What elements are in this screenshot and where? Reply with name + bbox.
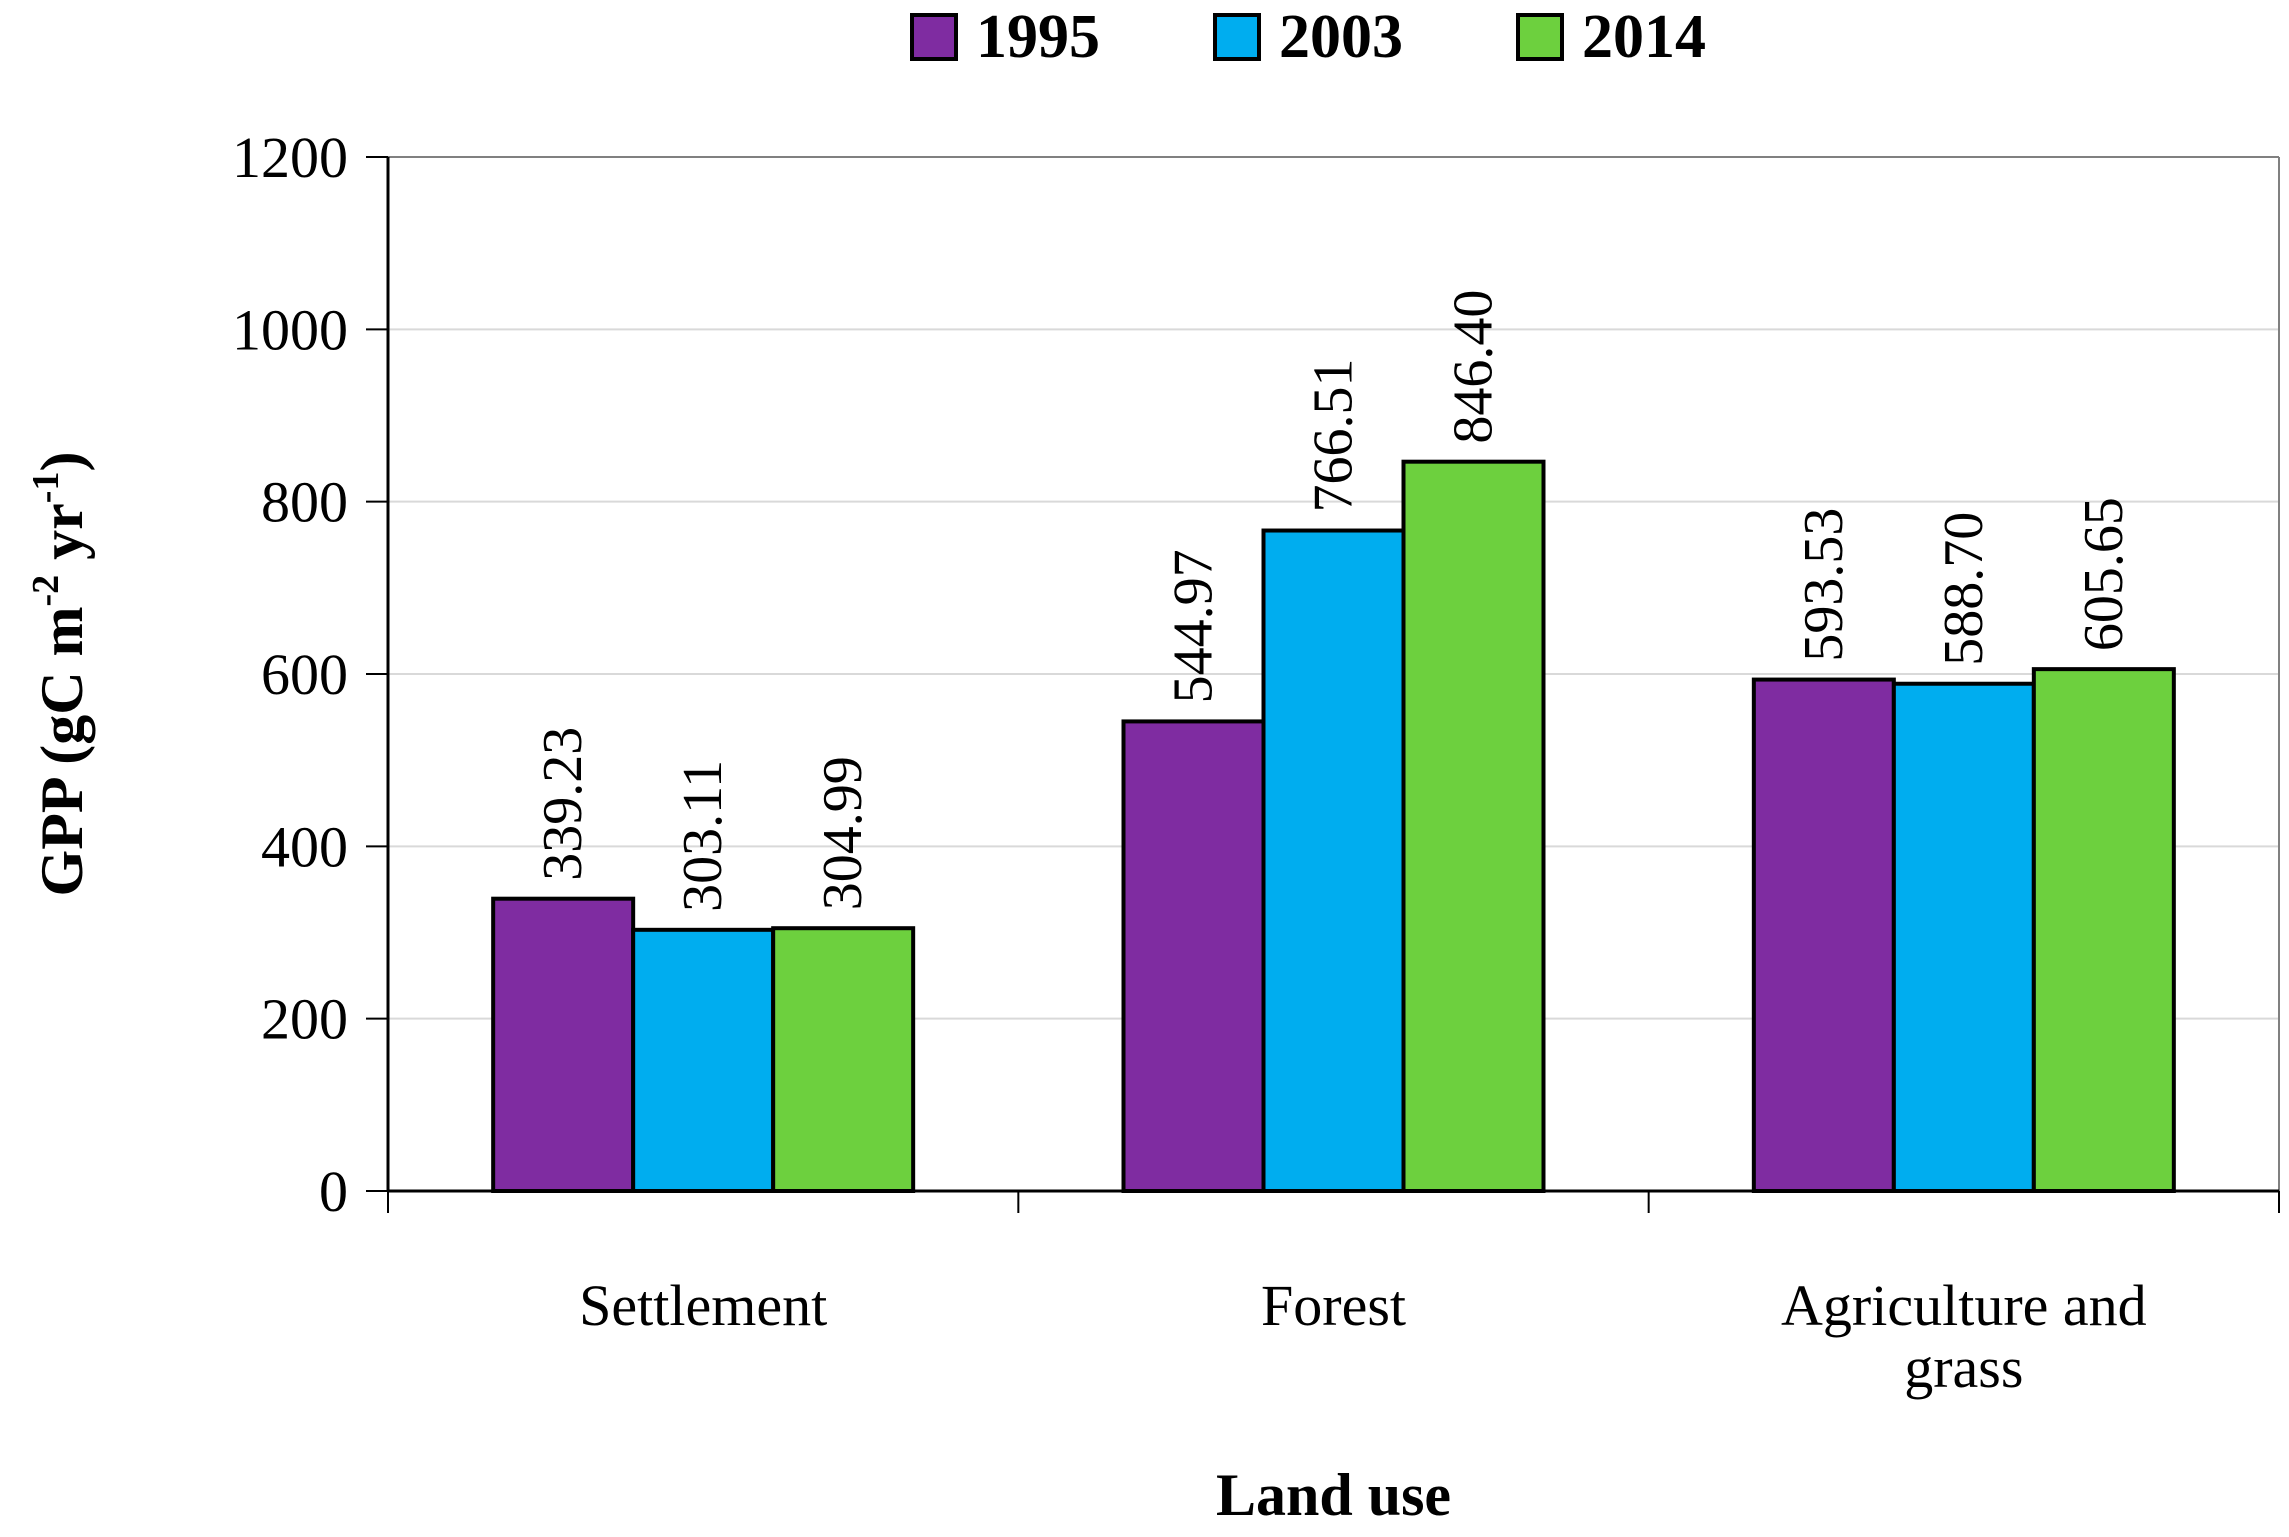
y-tick-label: 0 bbox=[319, 1159, 348, 1224]
bar bbox=[491, 896, 636, 1194]
bar bbox=[771, 926, 916, 1193]
bar bbox=[1401, 459, 1546, 1193]
y-tick-label: 600 bbox=[261, 642, 348, 707]
x-tick-label: grass bbox=[1904, 1335, 2023, 1400]
y-tick-label: 1000 bbox=[232, 297, 348, 362]
x-tick-label: Agriculture and bbox=[1781, 1273, 2147, 1338]
data-label: 339.23 bbox=[532, 727, 594, 881]
data-label: 593.53 bbox=[1793, 508, 1855, 662]
y-tick-label: 400 bbox=[261, 814, 348, 879]
legend-swatch bbox=[1213, 13, 1261, 61]
x-tick-label: Forest bbox=[1261, 1273, 1406, 1338]
y-axis-title-superscript: -1 bbox=[25, 472, 67, 504]
bar bbox=[1261, 528, 1406, 1193]
y-axis-title: GPP (gC m-2 yr-1) bbox=[25, 452, 95, 897]
data-label: 846.40 bbox=[1443, 290, 1505, 444]
data-label: 766.51 bbox=[1303, 359, 1365, 513]
bar bbox=[1891, 681, 2036, 1193]
x-axis-title: Land use bbox=[1216, 1462, 1451, 1528]
y-tick-label: 800 bbox=[261, 470, 348, 535]
bar bbox=[2031, 667, 2176, 1193]
y-axis-title-part: yr bbox=[29, 503, 95, 575]
legend-label: 2014 bbox=[1582, 3, 1706, 71]
legend-label: 2003 bbox=[1279, 3, 1403, 71]
data-label: 588.70 bbox=[1933, 512, 1995, 666]
legend-swatch bbox=[1516, 13, 1564, 61]
y-axis-title-superscript: -2 bbox=[25, 575, 67, 607]
data-label: 304.99 bbox=[812, 756, 874, 910]
data-label: 544.97 bbox=[1163, 549, 1225, 703]
y-axis-title-part: ) bbox=[29, 452, 95, 472]
bar bbox=[631, 927, 776, 1193]
y-tick-label: 1200 bbox=[232, 125, 348, 190]
legend-swatch bbox=[910, 13, 958, 61]
legend-label: 1995 bbox=[976, 3, 1100, 71]
data-label: 303.11 bbox=[672, 760, 734, 912]
y-tick-label: 200 bbox=[261, 987, 348, 1052]
data-label: 605.65 bbox=[2073, 497, 2135, 651]
x-tick-label: Settlement bbox=[579, 1273, 827, 1338]
bar bbox=[1751, 677, 1896, 1194]
y-axis-title-part: GPP (gC m bbox=[29, 606, 95, 896]
bar bbox=[1121, 719, 1266, 1194]
